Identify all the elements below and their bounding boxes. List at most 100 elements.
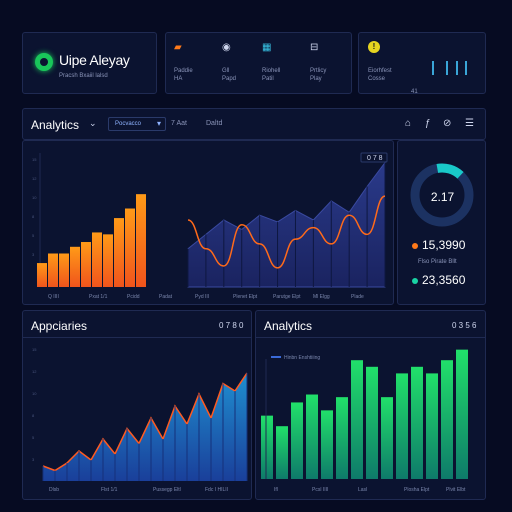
link-icon[interactable]: ⊘	[443, 118, 452, 129]
green-bar	[366, 366, 378, 479]
stat-item[interactable]: ◉ Gll Papd	[214, 41, 254, 89]
legend-dot	[412, 277, 418, 284]
y-tick-label: 15	[32, 347, 37, 352]
chart-icon: ▦	[262, 42, 272, 53]
stat-item[interactable]: ⊟ Prtlicy Play	[302, 41, 342, 89]
y-tick-label: 8	[32, 413, 35, 418]
range-option[interactable]: 7 Aat	[171, 120, 187, 127]
x-tick-label: Pcidd	[127, 294, 140, 300]
x-tick-label: Q IIII	[48, 294, 59, 300]
green-bar	[396, 373, 408, 479]
y-tick-label: 5	[32, 435, 35, 440]
green-bar	[306, 394, 318, 479]
notice-label: Eiorhfest Cosse	[368, 68, 392, 82]
main-chart: 15 12 10 8 5 3 0 7 8 Q IIII Pxat 1/1 Pcidd Padat Py…	[22, 140, 394, 305]
stats-card: ▰ Paddie HA ◉ Gll Papd ▦ Riohell Patil ⊟ Pr…	[165, 32, 352, 94]
orange-bar	[70, 246, 80, 287]
stat-label: Paddie HA	[174, 68, 193, 82]
stat-item[interactable]: ▦ Riohell Patil	[254, 41, 294, 89]
x-tick-label: Lasl	[358, 487, 367, 493]
x-tick-label: Dlsb	[49, 487, 59, 493]
x-tick-label: Ifl	[274, 487, 278, 493]
x-tick-label: Plosha Elpt	[404, 487, 430, 493]
green-bar	[291, 402, 303, 479]
green-bar	[456, 349, 468, 479]
sparkbar	[456, 61, 458, 75]
green-bar	[381, 397, 393, 479]
appciaries-card: 15 12 10 8 5 3 Dlsb Flst 1/1 Pussegp Eltl Fdc I H…	[22, 310, 252, 500]
x-tick-label: Pyd III	[195, 294, 209, 300]
corner-value: 0 7 8	[367, 155, 383, 162]
main-chart-svg: 15 12 10 8 5 3 0 7 8 Q IIII Pxat 1/1 Pcidd Padat Py…	[32, 152, 388, 300]
y-tick-label: 15	[32, 157, 37, 162]
logo-icon	[35, 53, 53, 71]
orange-bar	[136, 194, 146, 287]
section-title: Analytics	[31, 118, 80, 132]
stat-item[interactable]: ▰ Paddie HA	[166, 41, 206, 89]
y-tick-label: 3	[32, 457, 35, 462]
y-tick-label: 8	[32, 214, 35, 219]
doc-icon: ⊟	[310, 42, 319, 53]
x-tick-label: Pxat 1/1	[89, 294, 108, 300]
donut-chart	[410, 163, 474, 227]
share-icon[interactable]: ƒ	[425, 118, 431, 129]
y-tick-label: 12	[32, 369, 37, 374]
donut-center-value: 2.17	[430, 190, 455, 204]
corner-value-box	[360, 152, 388, 163]
x-tick-label: Plade	[351, 294, 364, 300]
card-title: Appciaries	[31, 319, 88, 333]
green-bar	[261, 415, 273, 479]
green-bar	[276, 426, 288, 479]
blue-area	[43, 373, 247, 481]
green-bar	[351, 360, 363, 479]
sparkbar	[446, 61, 448, 75]
x-tick-label: Ml Elgg	[313, 294, 330, 300]
period-dropdown[interactable]: Pocvacco	[108, 117, 166, 131]
legend-label: Hinbn Enshtiiing	[284, 355, 320, 361]
sparkbar	[432, 61, 434, 75]
notice-number: 41	[411, 89, 418, 95]
legend-caption: Flso Pirate Bllt	[418, 259, 457, 265]
range-option[interactable]: Daltd	[206, 120, 223, 127]
notice-card: ! Eiorhfest Cosse 41	[358, 32, 486, 95]
analytics-card: Hinbn Enshtiiing Ifl Pcsl IIII Lasl Plosha E…	[255, 310, 486, 500]
y-tick-label: 12	[32, 176, 37, 181]
stat-label: Prtlicy Play	[310, 68, 327, 82]
orange-bar	[37, 263, 47, 287]
x-tick-label: Pcsl IIII	[312, 487, 328, 493]
alert-icon[interactable]: !	[368, 41, 380, 53]
app-title: Uipe Aleyay	[59, 52, 130, 68]
x-tick-label: Pussegp Eltl	[153, 487, 181, 493]
x-tick-label: Plvit Elbt	[446, 487, 466, 493]
legend-number: 15,3990	[422, 238, 466, 252]
green-bar	[411, 366, 423, 479]
green-bar	[336, 397, 348, 479]
stat-label: Riohell Patil	[262, 68, 281, 82]
orange-bar	[125, 208, 135, 287]
x-tick-label: Parutge Elpt	[273, 294, 301, 300]
x-tick-label: Padat	[159, 294, 173, 300]
analytics-header: Analytics ⌄ Pocvacco 7 Aat Daltd ⌂ ƒ ⊘ ☰	[22, 108, 486, 140]
x-tick-label: Flst 1/1	[101, 487, 118, 493]
orange-bar	[81, 242, 91, 287]
orange-line	[187, 195, 386, 269]
chevron-down-icon[interactable]: ⌄	[89, 118, 97, 128]
legend-value-a: 15,3990	[412, 238, 465, 252]
y-tick-label: 5	[32, 233, 35, 238]
x-tick-label: Fdc I HILII	[205, 487, 228, 493]
divider	[256, 337, 485, 338]
x-tick-label: Plenet Elpt	[233, 294, 258, 300]
stat-label: Gll Papd	[222, 68, 237, 82]
orange-bar	[103, 234, 113, 287]
orange-bar	[59, 253, 69, 287]
settings-icon[interactable]: ☰	[465, 118, 474, 129]
y-tick-label: 10	[32, 195, 37, 200]
green-bar	[441, 360, 453, 479]
donut-card: 2.17 15,3990 Flso Pirate Bllt 23,3560	[397, 140, 486, 305]
orange-trend-line	[42, 372, 248, 472]
brand-card: Uipe Aleyay Pracsh Bxaiil lalsd	[22, 32, 157, 94]
home-icon[interactable]: ⌂	[405, 118, 412, 129]
green-bar	[321, 410, 333, 479]
legend-number: 23,3560	[422, 273, 466, 287]
divider	[23, 337, 251, 338]
